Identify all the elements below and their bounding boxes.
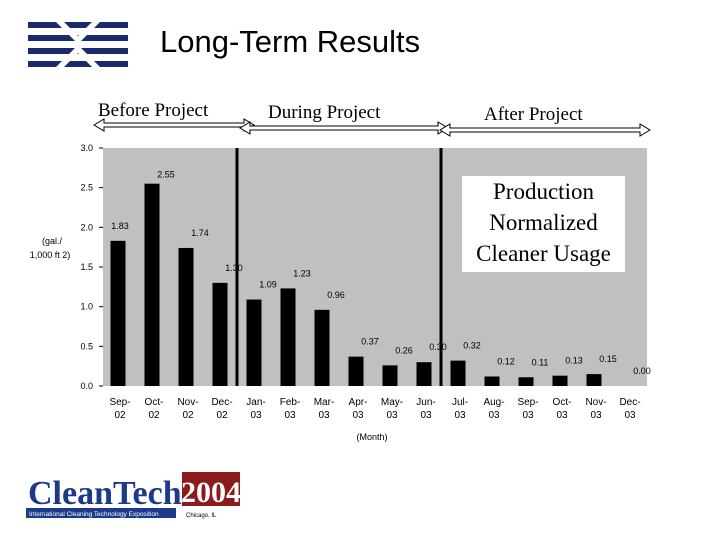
x-tick-label: Feb- <box>280 397 301 408</box>
x-tick-label: 03 <box>488 410 500 421</box>
data-label: 0.13 <box>565 356 583 366</box>
bar <box>246 299 262 386</box>
bar <box>178 247 194 386</box>
data-label: 1.30 <box>225 263 243 273</box>
phase-arrow <box>439 123 651 137</box>
x-tick-label: May- <box>381 397 403 408</box>
x-tick-label: 03 <box>386 410 398 421</box>
x-tick-label: 02 <box>148 410 160 421</box>
data-label: 0.00 <box>633 366 651 376</box>
logo-brand-text: CleanTech <box>28 475 182 512</box>
x-tick-label: Apr- <box>349 397 368 408</box>
y-tick-label: 1.0 <box>80 302 93 312</box>
y-tick-label: 2.5 <box>80 183 93 193</box>
x-tick-label: Jul- <box>452 397 468 408</box>
slide-title: Long-Term Results <box>160 24 421 59</box>
x-tick-label: 03 <box>284 410 296 421</box>
y-tick-label: 0.5 <box>80 341 93 351</box>
bar <box>280 288 296 386</box>
x-tick-label: Nov- <box>177 397 198 408</box>
bar <box>110 240 126 386</box>
legend-line-2: Normalized <box>489 210 598 235</box>
data-label: 0.12 <box>497 356 515 366</box>
data-label: 0.30 <box>429 342 447 352</box>
bar <box>450 360 466 386</box>
x-tick-label: Sep- <box>517 397 538 408</box>
x-tick-label: Oct- <box>553 397 572 408</box>
x-tick-label: Dec- <box>619 397 640 408</box>
data-label: 0.32 <box>463 341 481 351</box>
phase-arrow <box>93 118 255 132</box>
data-label: 1.23 <box>293 268 311 278</box>
x-tick-label: 02 <box>114 410 126 421</box>
data-label: 1.74 <box>191 228 209 238</box>
x-tick-label: 03 <box>454 410 466 421</box>
data-label: 0.26 <box>395 345 413 355</box>
y-axis-label-line-1: (gal./ <box>42 236 63 246</box>
data-label: 2.55 <box>157 170 175 180</box>
x-tick-label: Jan- <box>246 397 265 408</box>
bar <box>586 374 602 386</box>
bar <box>314 309 330 386</box>
x-tick-label: Oct- <box>145 397 164 408</box>
phase-label-during: During Project <box>268 102 381 123</box>
bar <box>552 375 568 386</box>
phase-arrow <box>239 121 449 135</box>
x-tick-label: Aug- <box>483 397 504 408</box>
y-tick-label: 3.0 <box>80 143 93 153</box>
x-tick-label: 03 <box>590 410 602 421</box>
x-tick-label: 03 <box>624 410 636 421</box>
y-tick-label: 0.0 <box>80 381 93 391</box>
phase-label-before: Before Project <box>98 100 209 121</box>
logo-location-text: Chicago, IL <box>186 513 217 519</box>
x-axis-label: (Month) <box>356 432 387 442</box>
x-tick-label: Mar- <box>314 397 335 408</box>
x-tick-label: Nov- <box>585 397 606 408</box>
data-label: 1.83 <box>111 221 129 231</box>
x-tick-label: 03 <box>420 410 432 421</box>
x-tick-label: 03 <box>318 410 330 421</box>
data-label: 0.15 <box>599 354 617 364</box>
phase-arrows <box>93 118 651 137</box>
x-tick-label: 03 <box>556 410 568 421</box>
x-tick-label: 03 <box>522 410 534 421</box>
data-label: 0.96 <box>327 290 345 300</box>
bar <box>144 183 160 386</box>
stripes-logo-icon <box>28 22 128 67</box>
y-tick-label: 1.5 <box>80 262 93 272</box>
x-tick-label: Sep- <box>109 397 130 408</box>
x-tick-label: 03 <box>352 410 364 421</box>
logo-year-text: 2004 <box>181 476 241 509</box>
bar <box>416 362 432 386</box>
legend-line-1: Production <box>493 179 594 204</box>
x-tick-label: 03 <box>250 410 262 421</box>
phase-label-after: After Project <box>484 104 583 125</box>
legend-line-3: Cleaner Usage <box>476 241 611 266</box>
legend-box: Production Normalized Cleaner Usage <box>462 176 625 272</box>
bar <box>212 282 228 386</box>
bar <box>518 377 534 386</box>
logo-tagline-text: International Cleaning Technology Exposi… <box>29 511 159 518</box>
bar <box>484 376 500 386</box>
x-tick-label: Dec- <box>211 397 232 408</box>
data-label: 1.09 <box>259 280 277 290</box>
data-label: 0.37 <box>361 337 379 347</box>
x-tick-label: 02 <box>182 410 194 421</box>
bar <box>348 356 364 386</box>
x-tick-label: 02 <box>216 410 228 421</box>
data-label: 0.11 <box>532 357 549 367</box>
x-tick-label: Jun- <box>416 397 435 408</box>
bar <box>382 365 398 386</box>
y-axis-label-line-2: 1,000 ft 2) <box>30 250 71 260</box>
y-tick-label: 2.0 <box>80 222 93 232</box>
cleantech-logo: CleanTech 2004 International Cleaning Te… <box>26 470 242 520</box>
